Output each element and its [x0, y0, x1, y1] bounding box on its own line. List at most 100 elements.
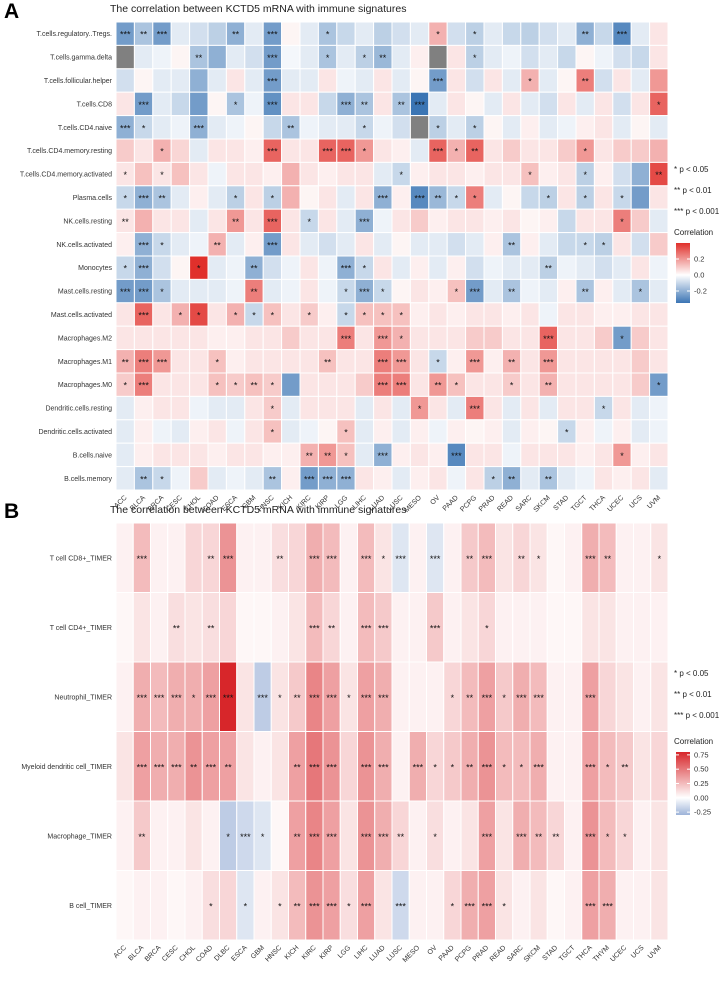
- heatmap-cell: [483, 138, 503, 163]
- legend-entry: * p < 0.05: [674, 669, 709, 678]
- heatmap-cell: [649, 325, 669, 351]
- heatmap-cell: [483, 395, 503, 421]
- heatmap-cell: [207, 395, 227, 421]
- heatmap-cell: [557, 68, 577, 93]
- heatmap-cell: [520, 466, 540, 491]
- significance-star: ***: [482, 901, 493, 911]
- significance-star: *: [382, 554, 386, 564]
- significance-star: ***: [309, 832, 320, 842]
- column-label: READ: [496, 494, 515, 513]
- significance-star: ***: [470, 287, 481, 297]
- heatmap-cell: [428, 278, 448, 304]
- heatmap-cell: [299, 278, 319, 304]
- significance-star: **: [361, 100, 369, 110]
- heatmap-cell: [270, 731, 289, 802]
- significance-star: ***: [395, 901, 406, 911]
- heatmap-cell: [465, 325, 485, 351]
- heatmap-cell: [152, 115, 172, 140]
- heatmap-cell: [115, 870, 134, 941]
- heatmap-cell: [170, 138, 191, 163]
- heatmap-cell: [391, 419, 411, 444]
- heatmap-cell: [207, 419, 227, 444]
- significance-star: *: [399, 334, 403, 344]
- heatmap-cell: [133, 161, 154, 187]
- heatmap-cell: [483, 372, 503, 397]
- heatmap-cell: [409, 44, 430, 70]
- heatmap-cell: [426, 661, 445, 732]
- heatmap-cell: [446, 208, 467, 234]
- column-label: UCEC: [606, 494, 625, 513]
- significance-star: *: [381, 287, 385, 297]
- heatmap-cell: [336, 161, 356, 187]
- significance-star: *: [658, 554, 662, 564]
- heatmap-cell: [520, 115, 540, 140]
- row-label: T.cells.gamma.delta: [50, 55, 112, 62]
- significance-star: *: [436, 30, 440, 40]
- heatmap-cell: [501, 138, 522, 163]
- significance-star: ***: [309, 554, 320, 564]
- heatmap-cell: [630, 208, 651, 234]
- heatmap-cell: [373, 115, 393, 140]
- significance-star: *: [192, 693, 196, 703]
- significance-star: *: [602, 404, 606, 414]
- column-label: ESCA: [230, 944, 249, 963]
- heatmap-cell: [615, 592, 634, 663]
- heatmap-cell: [495, 800, 514, 871]
- heatmap-cell: [483, 208, 503, 234]
- significance-star: ***: [585, 762, 596, 772]
- colorbar-tick-label: 0.2: [694, 255, 704, 264]
- heatmap-cell: [446, 232, 467, 257]
- significance-star: ***: [470, 404, 481, 414]
- heatmap-cell: [501, 68, 522, 93]
- significance-star: **: [158, 194, 166, 204]
- heatmap-cell: [170, 21, 191, 46]
- heatmap-cell: [465, 161, 485, 187]
- heatmap-cell: [262, 161, 283, 187]
- heatmap-cell: [630, 372, 651, 397]
- significance-star: **: [518, 554, 526, 564]
- heatmap-cell: [225, 68, 246, 93]
- heatmap-cell: [575, 395, 595, 421]
- heatmap-cell: [225, 255, 246, 280]
- heatmap-cell: [465, 442, 485, 468]
- significance-star: ***: [482, 693, 493, 703]
- row-label: Macrophages.M0: [58, 382, 112, 389]
- heatmap-cell: [189, 68, 209, 93]
- row-label: B.cells.memory: [64, 476, 112, 483]
- heatmap-cell: [354, 21, 375, 46]
- heatmap-cell: [189, 208, 209, 234]
- significance-star: *: [602, 240, 606, 250]
- heatmap-cell: [593, 44, 614, 70]
- heatmap-cell: [428, 419, 448, 444]
- heatmap-cell: [409, 161, 430, 187]
- heatmap-cell: [409, 278, 430, 304]
- significance-star: **: [138, 832, 146, 842]
- heatmap-cell: [115, 232, 135, 257]
- heatmap-cell: [612, 466, 632, 491]
- heatmap-cell: [262, 255, 283, 280]
- heatmap-cell: [170, 372, 191, 397]
- heatmap-cell: [189, 232, 209, 257]
- heatmap-cell: [612, 302, 632, 327]
- heatmap-cell: [281, 68, 301, 93]
- heatmap-cell: [428, 255, 448, 280]
- heatmap-cell: [281, 138, 301, 163]
- row-label: T.cells.CD4.naive: [58, 125, 112, 132]
- heatmap-cell: [207, 115, 227, 140]
- significance-star: *: [160, 240, 164, 250]
- significance-star: ***: [138, 100, 149, 110]
- heatmap-cell: [299, 161, 319, 187]
- colorbar-tick-label: 0.50: [694, 765, 709, 774]
- significance-star: *: [271, 381, 275, 391]
- significance-star: *: [344, 311, 348, 321]
- heatmap-cell: [557, 372, 577, 397]
- heatmap-cell: [593, 466, 614, 491]
- heatmap-cell: [184, 870, 203, 941]
- heatmap-cell: [207, 278, 227, 304]
- heatmap-cell: [446, 395, 467, 421]
- column-label: OV: [426, 944, 438, 956]
- heatmap-cell: [546, 661, 565, 732]
- significance-star: *: [473, 123, 477, 133]
